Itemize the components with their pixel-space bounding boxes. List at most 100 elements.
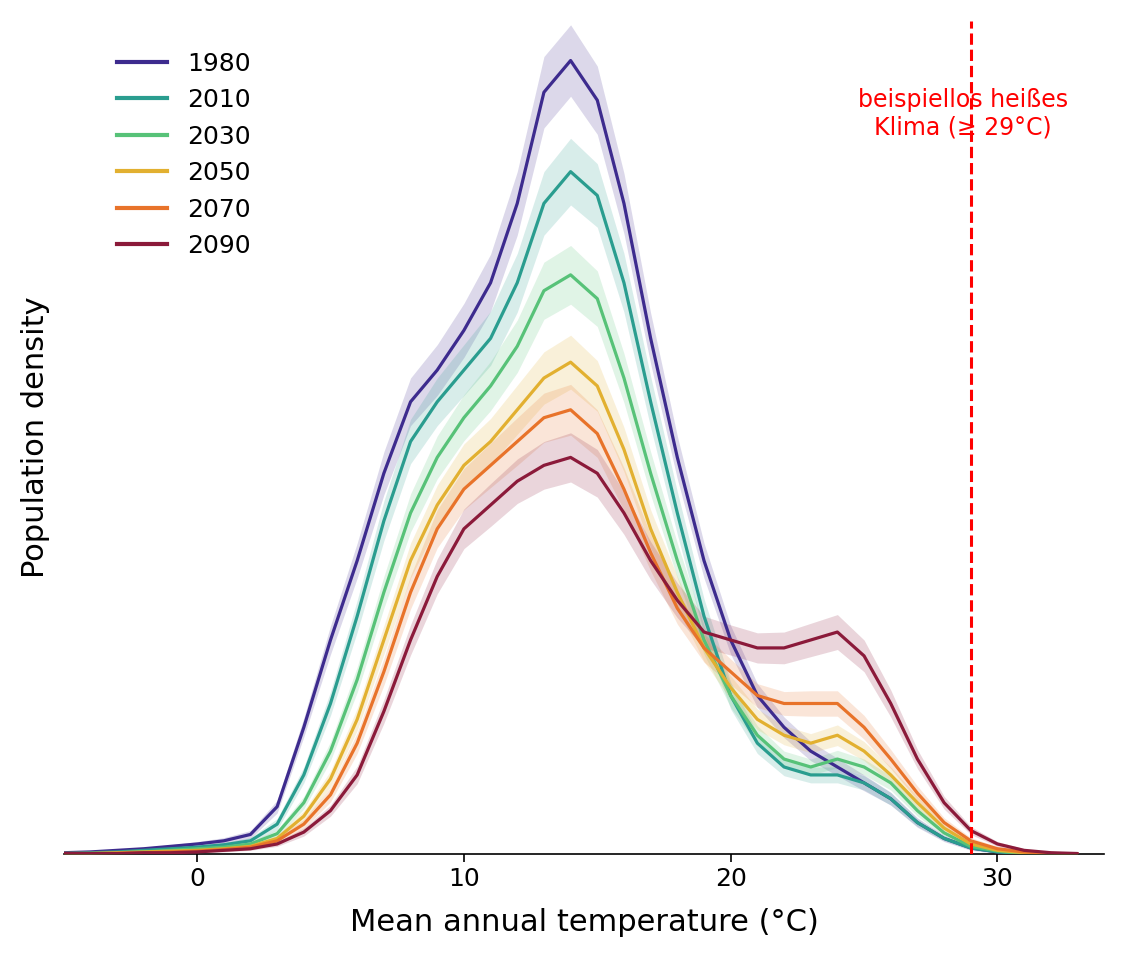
2070 — [857, 721, 871, 733]
2010 — [698, 610, 711, 622]
2030 — [910, 805, 924, 816]
2090 — [431, 571, 444, 582]
2010 — [804, 769, 818, 781]
1980 — [1071, 849, 1084, 860]
2010 — [244, 835, 258, 847]
1980 — [511, 197, 524, 209]
2070 — [644, 547, 657, 559]
1980 — [804, 745, 818, 757]
2010 — [910, 817, 924, 829]
2050 — [297, 810, 310, 822]
2090 — [137, 847, 151, 858]
2070 — [964, 835, 978, 847]
Legend: 1980, 2010, 2030, 2050, 2070, 2090: 1980, 2010, 2030, 2050, 2070, 2090 — [107, 41, 261, 268]
2010 — [591, 190, 604, 201]
2030 — [244, 838, 258, 850]
2070 — [1044, 848, 1058, 859]
2070 — [377, 666, 390, 677]
2050 — [750, 714, 764, 725]
1980 — [404, 396, 417, 407]
2050 — [1017, 847, 1030, 858]
1980 — [137, 843, 151, 855]
2070 — [910, 787, 924, 799]
2010 — [190, 841, 204, 853]
2010 — [404, 436, 417, 447]
1980 — [537, 86, 550, 98]
2050 — [511, 404, 524, 416]
Text: beispiellos heißes
Klima (≥ 29°C): beispiellos heißes Klima (≥ 29°C) — [857, 87, 1068, 139]
2070 — [884, 753, 898, 764]
2090 — [991, 838, 1005, 850]
1980 — [297, 721, 310, 733]
2030 — [564, 269, 577, 281]
2090 — [511, 475, 524, 487]
2070 — [83, 848, 97, 859]
2050 — [217, 843, 231, 855]
2050 — [57, 848, 71, 859]
2030 — [777, 753, 791, 764]
2050 — [137, 846, 151, 857]
1980 — [723, 634, 737, 646]
2090 — [964, 825, 978, 836]
1980 — [350, 555, 363, 566]
2010 — [618, 277, 631, 288]
2050 — [698, 642, 711, 653]
2030 — [57, 848, 71, 859]
2090 — [484, 499, 497, 511]
2030 — [830, 753, 844, 764]
2090 — [644, 555, 657, 566]
Line: 2030: 2030 — [64, 275, 1078, 855]
2010 — [350, 610, 363, 622]
2090 — [110, 848, 124, 859]
2050 — [591, 380, 604, 392]
2070 — [297, 818, 310, 830]
2070 — [270, 835, 284, 847]
2070 — [324, 789, 338, 801]
2010 — [457, 364, 470, 376]
2010 — [297, 769, 310, 781]
2030 — [670, 555, 684, 566]
2030 — [377, 586, 390, 598]
2050 — [1071, 849, 1084, 860]
2010 — [964, 842, 978, 854]
2070 — [163, 846, 177, 857]
2030 — [110, 847, 124, 858]
2050 — [1044, 848, 1058, 859]
2030 — [324, 745, 338, 757]
2050 — [270, 833, 284, 844]
2030 — [484, 380, 497, 392]
1980 — [991, 846, 1005, 857]
2030 — [857, 762, 871, 773]
2030 — [1044, 848, 1058, 859]
2030 — [297, 797, 310, 809]
2070 — [1017, 846, 1030, 857]
2010 — [137, 845, 151, 856]
1980 — [698, 555, 711, 566]
2070 — [244, 841, 258, 853]
2070 — [537, 412, 550, 423]
2070 — [937, 817, 951, 829]
2010 — [750, 738, 764, 749]
2010 — [723, 690, 737, 701]
2030 — [618, 373, 631, 384]
1980 — [857, 777, 871, 788]
2030 — [884, 777, 898, 788]
2090 — [698, 627, 711, 638]
2070 — [723, 666, 737, 677]
2070 — [457, 484, 470, 495]
1980 — [244, 829, 258, 840]
2090 — [190, 846, 204, 857]
2090 — [324, 805, 338, 816]
2030 — [511, 340, 524, 352]
2070 — [830, 697, 844, 709]
2030 — [270, 828, 284, 839]
2070 — [618, 484, 631, 495]
1980 — [270, 801, 284, 812]
2050 — [377, 634, 390, 646]
2050 — [804, 738, 818, 749]
2090 — [217, 845, 231, 856]
2090 — [670, 595, 684, 606]
2050 — [564, 356, 577, 368]
1980 — [110, 845, 124, 856]
2050 — [404, 555, 417, 566]
